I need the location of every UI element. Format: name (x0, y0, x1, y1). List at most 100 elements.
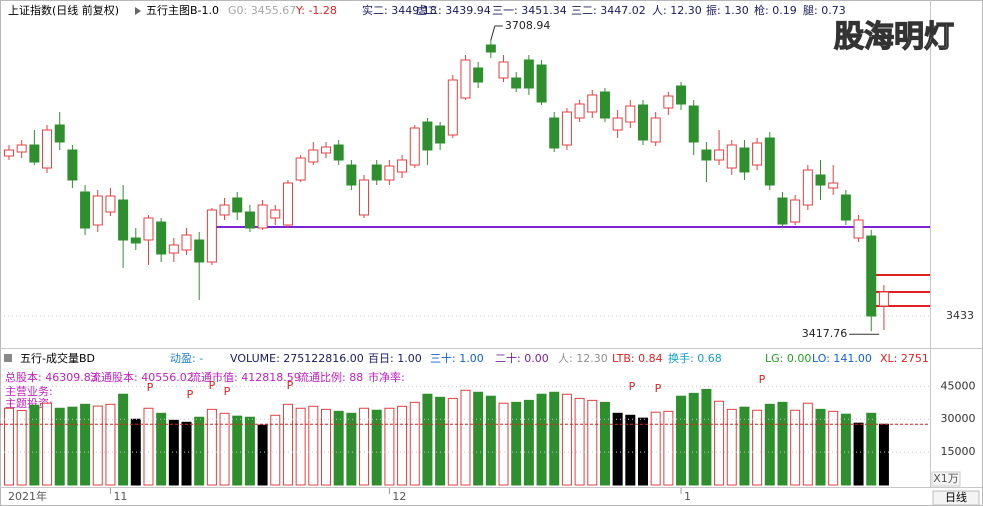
volume-bar (67, 406, 78, 486)
candle-body (282, 182, 293, 226)
candle-body (777, 197, 788, 225)
volume-bar (257, 424, 268, 486)
indicator-value: 动盈: - (170, 352, 203, 365)
signal-marker: P (287, 379, 294, 392)
volume-bar (295, 407, 306, 486)
volume-bar (726, 408, 737, 486)
info-text: 市净率: (368, 370, 405, 384)
volume-bar (815, 408, 826, 486)
volume-bar (790, 409, 801, 486)
candle-body (29, 144, 40, 163)
candle-body (523, 59, 534, 89)
candle-body (346, 164, 357, 186)
candle-body (130, 237, 141, 244)
volume-bar (219, 412, 230, 486)
volume-bar (409, 401, 420, 486)
low-label: 3417.76 (802, 327, 848, 340)
candle-body (625, 105, 636, 123)
volume-bar (574, 397, 585, 486)
volume-bar (422, 393, 433, 486)
indicator-value: 三二: 3447.02 (571, 4, 646, 17)
volume-bar (485, 395, 496, 486)
volume-bar (232, 415, 243, 486)
indicator-value: LG: 0.00 (765, 352, 811, 365)
volume-bar (599, 401, 610, 486)
volume-bar (587, 399, 598, 486)
volume-bar (270, 414, 281, 486)
candle-body (701, 149, 712, 161)
volume-bar (29, 404, 40, 486)
volume-bar (384, 407, 395, 486)
y-tick-label: 45000 (941, 379, 976, 392)
volume-bar (181, 421, 192, 486)
candle-body (638, 104, 648, 141)
candle-body (333, 144, 344, 161)
volume-bar (397, 405, 408, 486)
period-box[interactable] (932, 490, 980, 506)
indicator-value: 百日: 1.00 (368, 352, 422, 365)
y-tick-label: 3433 (946, 309, 974, 322)
volume-bar (878, 423, 889, 486)
info-text: 流通股本: 40556.02 (90, 370, 194, 384)
candle-body (866, 235, 877, 317)
candle-body (92, 195, 103, 226)
indicator-value: LTB: 0.84 (612, 352, 663, 365)
volume-bar (866, 412, 877, 486)
candle-body (726, 144, 737, 169)
volume-bar (92, 405, 103, 486)
annotation-arrow (490, 25, 503, 41)
volume-bar (840, 413, 851, 486)
signal-marker: P (187, 388, 194, 401)
period-label[interactable]: 日线 (945, 490, 967, 504)
candle-body (118, 199, 129, 241)
candle-body (16, 144, 27, 153)
signal-marker: P (655, 382, 662, 395)
volume-bar (447, 397, 458, 486)
indicator-value: VOLUME: 275122816.00 (230, 352, 364, 365)
volume-bar (498, 402, 509, 486)
candle-body (67, 149, 78, 181)
candle-body (663, 95, 674, 109)
candle-body (232, 197, 243, 213)
candle-body (156, 221, 167, 255)
indicator-name[interactable]: 五行主图B-1.0 (146, 4, 219, 17)
volume-bar (764, 403, 775, 486)
candle-body (739, 147, 750, 173)
volume-bar (714, 400, 725, 486)
volume-title[interactable]: 五行-成交量BD (20, 351, 95, 365)
candle-body (752, 142, 763, 166)
candle-body (549, 117, 560, 149)
candle-body (80, 191, 91, 229)
candle-body (574, 103, 585, 119)
volume-bar (80, 403, 91, 486)
x-tick-label: 2021年 (8, 489, 47, 503)
candle-body (435, 125, 446, 144)
volume-bar (282, 403, 293, 486)
signal-marker: P (147, 381, 154, 394)
volume-bar (16, 409, 27, 486)
volume-bar (4, 407, 14, 486)
candle-body (194, 239, 205, 263)
candle-body (676, 85, 687, 105)
candle-body (206, 209, 217, 263)
candle-body (308, 149, 319, 163)
candle-body (4, 149, 14, 157)
indicator-value: 三十: 1.00 (430, 351, 484, 365)
unit-box (931, 471, 961, 487)
volume-bar (473, 391, 484, 486)
info-text: 总股本: 46309.83 (5, 370, 98, 384)
candle-body (371, 164, 382, 181)
indicator-value: LO: 141.00 (812, 352, 872, 365)
indicator-icon[interactable] (135, 7, 141, 15)
candle-body (397, 159, 408, 173)
candle-body (460, 59, 471, 99)
indicator-value: XL: 2751 (880, 352, 929, 365)
candle-body (270, 209, 281, 219)
candle-body (878, 291, 889, 307)
volume-bar (118, 393, 129, 486)
pane-icon[interactable] (4, 354, 12, 362)
high-label: 3708.94 (505, 19, 550, 32)
candle-body (181, 234, 192, 251)
indicator-value: 人: 12.30 (652, 4, 702, 17)
